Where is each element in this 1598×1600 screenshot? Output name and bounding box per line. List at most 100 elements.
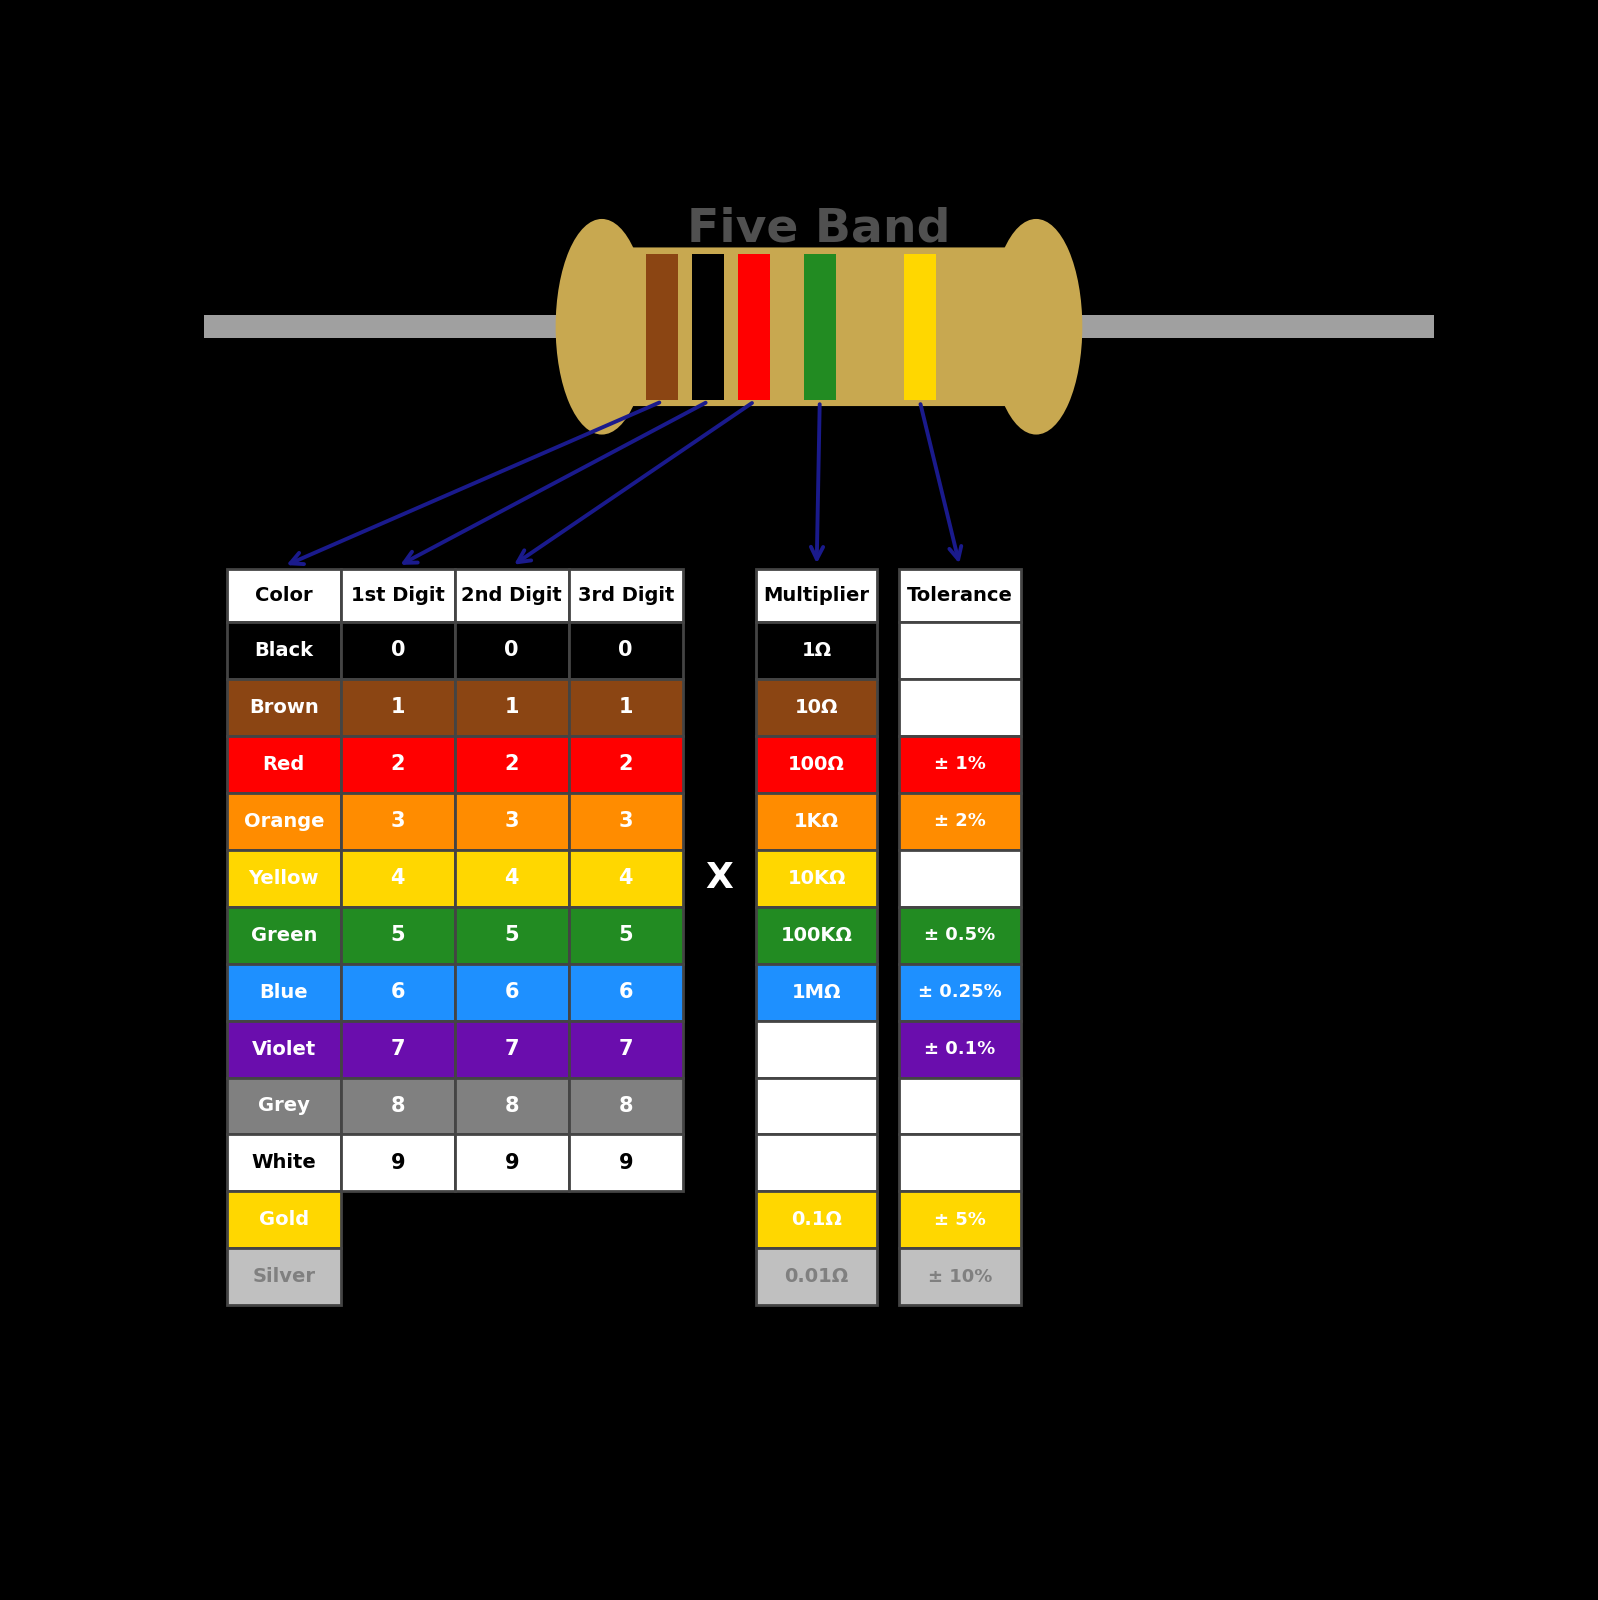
Bar [569, 678, 682, 736]
Bar [756, 1077, 877, 1134]
Text: 8: 8 [505, 1096, 519, 1115]
Bar [569, 963, 682, 1021]
Bar [340, 792, 455, 850]
Bar [756, 850, 877, 907]
Text: Multiplier: Multiplier [764, 586, 869, 605]
Text: 2: 2 [618, 754, 633, 774]
Bar [340, 570, 455, 622]
Bar [340, 850, 455, 907]
Bar [455, 1077, 569, 1134]
Bar [756, 678, 877, 736]
Bar [455, 570, 569, 622]
Text: Brown: Brown [249, 698, 318, 717]
Bar [900, 907, 1021, 963]
Text: 8: 8 [390, 1096, 404, 1115]
Bar [205, 315, 1435, 338]
Bar [738, 253, 770, 400]
Bar [227, 1192, 340, 1248]
Text: 0.1Ω: 0.1Ω [791, 1211, 842, 1229]
Bar [569, 1021, 682, 1077]
Text: ± 5%: ± 5% [933, 1211, 986, 1229]
Bar [340, 1021, 455, 1077]
Bar [227, 792, 340, 850]
Text: Black: Black [254, 640, 313, 659]
Bar [900, 570, 1021, 622]
Text: Green: Green [251, 925, 316, 944]
Bar [340, 622, 455, 678]
Text: Color: Color [256, 586, 313, 605]
Text: ± 0.5%: ± 0.5% [924, 926, 996, 944]
Bar [227, 1021, 340, 1077]
Bar [904, 253, 936, 400]
Bar [340, 1077, 455, 1134]
Bar [569, 736, 682, 792]
Text: 9: 9 [390, 1154, 406, 1173]
Bar [569, 1077, 682, 1134]
Text: 7: 7 [505, 1038, 519, 1059]
Bar [227, 678, 340, 736]
Bar [900, 622, 1021, 678]
Bar [756, 736, 877, 792]
Bar [455, 907, 569, 963]
Text: 2: 2 [505, 754, 519, 774]
Text: Orange: Orange [243, 811, 324, 830]
Bar [569, 850, 682, 907]
Bar [227, 570, 340, 622]
Bar [340, 907, 455, 963]
Bar [900, 792, 1021, 850]
Text: Tolerance: Tolerance [908, 586, 1013, 605]
Bar [900, 1077, 1021, 1134]
Text: 1: 1 [505, 698, 519, 717]
Text: Yellow: Yellow [249, 869, 320, 888]
Bar [340, 1134, 455, 1192]
Bar [227, 1077, 340, 1134]
Bar [455, 678, 569, 736]
Text: 3: 3 [390, 811, 404, 830]
Bar [227, 963, 340, 1021]
Bar [756, 1192, 877, 1248]
Text: ± 0.1%: ± 0.1% [924, 1040, 996, 1058]
Bar [900, 1248, 1021, 1306]
Bar [569, 907, 682, 963]
Text: 4: 4 [390, 869, 404, 888]
Text: Red: Red [262, 755, 305, 774]
Text: 3: 3 [618, 811, 633, 830]
Text: 1: 1 [390, 698, 404, 717]
Text: Violet: Violet [252, 1040, 316, 1059]
Text: 0.01Ω: 0.01Ω [785, 1267, 849, 1286]
Text: ± 2%: ± 2% [933, 813, 986, 830]
Text: White: White [251, 1154, 316, 1173]
Text: 3: 3 [505, 811, 519, 830]
Text: 1st Digit: 1st Digit [352, 586, 444, 605]
Bar [227, 1248, 340, 1306]
Text: 6: 6 [390, 982, 404, 1002]
Bar [756, 1021, 877, 1077]
Bar [569, 622, 682, 678]
Bar [340, 963, 455, 1021]
Text: 2: 2 [390, 754, 404, 774]
Bar [756, 622, 877, 678]
Bar [340, 678, 455, 736]
Bar [455, 850, 569, 907]
Bar [900, 850, 1021, 907]
Text: 5: 5 [618, 925, 633, 946]
Bar [455, 792, 569, 850]
Bar [804, 253, 836, 400]
Bar [756, 792, 877, 850]
Text: 7: 7 [390, 1038, 404, 1059]
Bar [756, 907, 877, 963]
Bar [455, 736, 569, 792]
Bar [756, 1134, 877, 1192]
Text: 7: 7 [618, 1038, 633, 1059]
Bar [756, 1248, 877, 1306]
Text: 1: 1 [618, 698, 633, 717]
Text: 0: 0 [505, 640, 519, 661]
Text: 100Ω: 100Ω [788, 755, 845, 774]
Text: 6: 6 [505, 982, 519, 1002]
Text: 6: 6 [618, 982, 633, 1002]
Text: 8: 8 [618, 1096, 633, 1115]
Text: 1Ω: 1Ω [802, 640, 831, 659]
Text: 2nd Digit: 2nd Digit [462, 586, 562, 605]
Bar [900, 1134, 1021, 1192]
Bar [900, 1021, 1021, 1077]
